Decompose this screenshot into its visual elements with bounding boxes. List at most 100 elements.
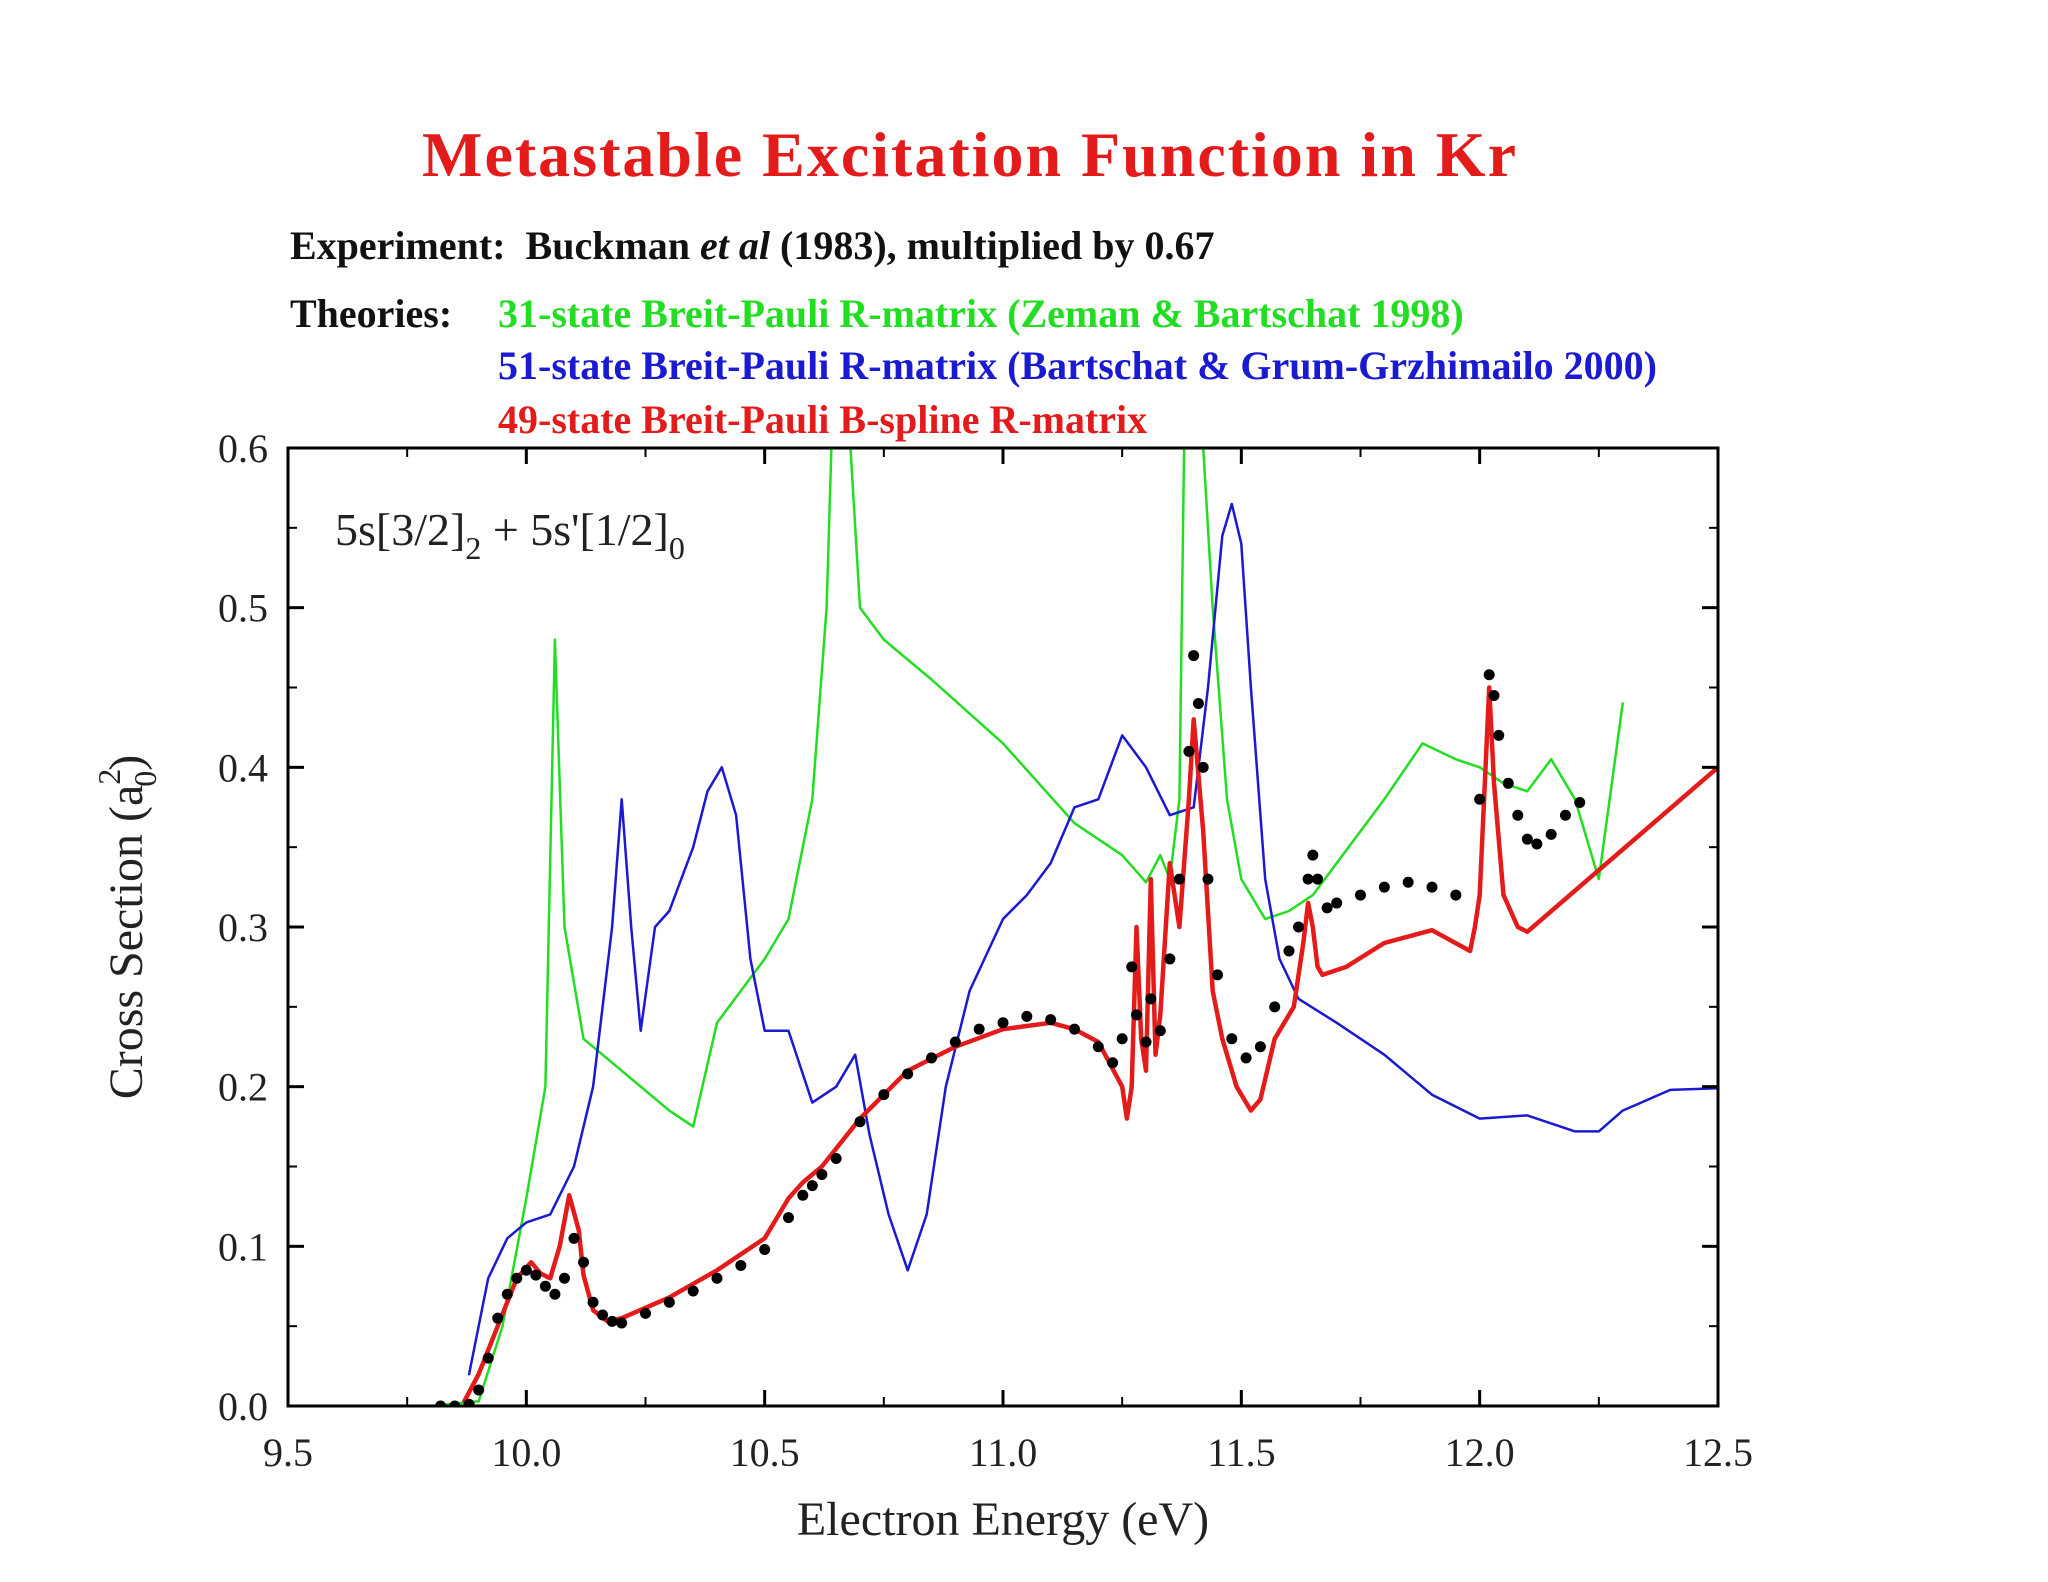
y-tick-label: 0.0	[218, 1384, 268, 1429]
data-point	[1312, 873, 1324, 885]
plot-frame	[286, 446, 1720, 1408]
data-point	[1188, 650, 1200, 662]
data-point	[1531, 838, 1543, 850]
x-tick-label: 12.0	[1445, 1430, 1515, 1475]
data-point	[1488, 689, 1500, 701]
y-tick-label: 0.1	[218, 1224, 268, 1269]
data-point	[1107, 1057, 1119, 1069]
experiment-etal: et al	[700, 223, 770, 268]
x-tick-label: 12.5	[1683, 1430, 1753, 1475]
data-point	[1092, 1041, 1104, 1053]
data-point	[1378, 881, 1390, 893]
data-point	[1045, 1014, 1057, 1026]
data-point	[1254, 1041, 1266, 1053]
data-point	[616, 1317, 628, 1329]
y-tick-label: 0.4	[218, 745, 268, 790]
data-point	[806, 1180, 818, 1192]
data-point	[606, 1315, 618, 1327]
series-line-2	[462, 685, 1718, 1404]
data-point	[501, 1288, 513, 1300]
data-point	[735, 1259, 747, 1271]
data-point	[1450, 889, 1462, 901]
slide-title: Metastable Excitation Function in Kr	[422, 119, 1518, 190]
data-point	[492, 1312, 504, 1324]
data-point	[1116, 1033, 1128, 1045]
data-point	[1283, 945, 1295, 957]
data-point	[1483, 669, 1495, 681]
series-line-0	[429, 448, 1624, 1406]
data-point	[1269, 1001, 1281, 1013]
data-point	[578, 1256, 590, 1268]
y-tick-label: 0.2	[218, 1065, 268, 1110]
data-point	[549, 1288, 561, 1300]
y-tick-label: 0.6	[218, 426, 268, 471]
data-point	[759, 1244, 771, 1256]
data-point	[878, 1089, 890, 1101]
data-point	[1307, 849, 1319, 861]
data-point	[473, 1384, 485, 1396]
data-point	[1164, 953, 1176, 965]
data-point	[1126, 961, 1138, 973]
data-point	[558, 1272, 570, 1284]
state-annotation: 5s[3/2]2 + 5s'[1/2]0	[335, 504, 685, 566]
data-point	[511, 1272, 523, 1284]
data-point	[663, 1296, 675, 1308]
experiment-line: Experiment: Buckman et al (1983), multip…	[290, 222, 1214, 269]
data-point	[1426, 881, 1438, 893]
data-point	[640, 1307, 651, 1319]
data-point	[1512, 809, 1524, 821]
series-line-1	[467, 502, 1718, 1376]
x-tick-label: 11.0	[969, 1430, 1038, 1475]
data-point	[973, 1023, 985, 1035]
data-point	[711, 1272, 723, 1284]
data-point	[463, 1398, 475, 1406]
data-point	[1474, 793, 1486, 805]
data-point	[1574, 796, 1586, 808]
data-point	[1130, 1009, 1142, 1021]
data-point	[1402, 876, 1414, 888]
data-point	[1069, 1023, 1080, 1035]
data-point	[1183, 745, 1195, 757]
data-point	[1293, 921, 1305, 933]
data-point	[1212, 969, 1223, 981]
data-point	[1493, 729, 1505, 741]
data-point	[1521, 833, 1533, 845]
data-point	[816, 1168, 828, 1180]
data-point	[539, 1280, 551, 1292]
data-point	[1545, 828, 1557, 840]
x-tick-label: 10.0	[491, 1430, 561, 1475]
y-axis-label: Cross Section (a20)	[91, 755, 163, 1100]
data-point	[1302, 873, 1314, 885]
data-point	[1197, 761, 1209, 773]
data-point	[926, 1052, 937, 1064]
data-point	[854, 1116, 866, 1128]
theory-31-state: 31-state Breit-Pauli R-matrix (Zeman & B…	[498, 291, 1464, 336]
theories-label: Theories:	[290, 291, 453, 336]
experiment-label: Experiment:	[290, 223, 506, 268]
data-point	[520, 1264, 532, 1276]
x-axis-label: Electron Energy (eV)	[797, 1493, 1209, 1546]
data-point	[1140, 1036, 1152, 1048]
data-point	[1154, 1025, 1166, 1037]
data-point	[997, 1017, 1009, 1029]
experiment-rest: (1983), multiplied by 0.67	[780, 223, 1215, 268]
data-point	[1502, 777, 1514, 789]
data-point	[530, 1269, 542, 1281]
data-point	[949, 1036, 961, 1048]
y-tick-label: 0.5	[218, 586, 268, 631]
y-tick-label: 0.3	[218, 905, 268, 950]
data-point	[1331, 897, 1343, 909]
experiment-authors: Buckman	[525, 223, 691, 268]
data-point	[687, 1285, 699, 1297]
data-point	[830, 1153, 842, 1165]
data-point	[568, 1232, 580, 1244]
data-point	[1559, 809, 1571, 821]
theory-49-state: 49-state Breit-Pauli B-spline R-matrix	[498, 397, 1148, 442]
data-point	[597, 1309, 609, 1321]
data-point	[1226, 1033, 1238, 1045]
data-point	[1173, 873, 1185, 885]
data-point	[587, 1296, 599, 1308]
data-point	[1355, 889, 1366, 901]
data-point	[482, 1352, 494, 1364]
